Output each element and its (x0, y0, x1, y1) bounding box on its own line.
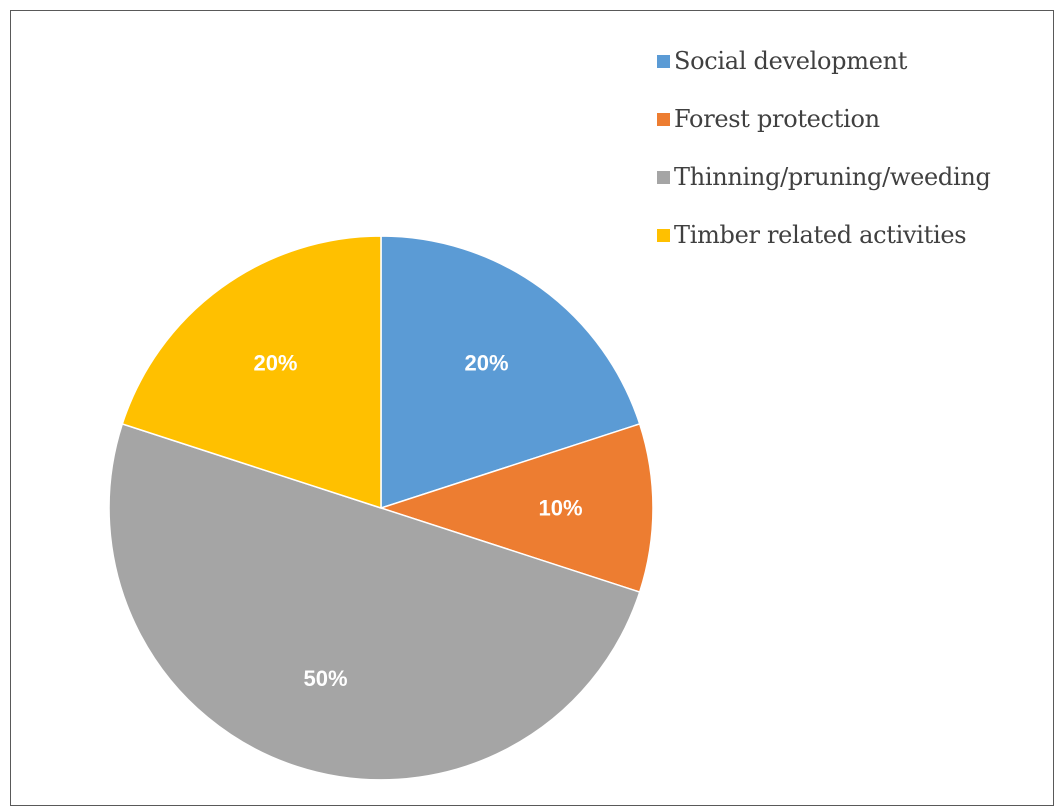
data-label-forest-protection: 10% (538, 496, 582, 521)
legend-swatch-thinning-pruning-weeding (657, 170, 670, 184)
legend-item-thinning-pruning-weeding: Thinning/pruning/weeding (657, 161, 1053, 193)
pie-slice-thinning-pruning-weeding (108, 423, 641, 781)
legend-swatch-timber-related-activities (657, 228, 670, 242)
legend-swatch-social-development (657, 54, 670, 68)
pie-slice-social-development (380, 235, 641, 510)
legend-label-thinning-pruning-weeding: Thinning/pruning/weeding (674, 163, 991, 191)
legend-label-social-development: Social development (674, 47, 908, 75)
legend-item-timber-related-activities: Timber related activities (657, 219, 1053, 251)
data-label-thinning-pruning-weeding: 50% (304, 666, 348, 691)
chart-area: 20% 10% 50% 20% Social development Forest p… (10, 10, 1054, 806)
legend-item-social-development: Social development (657, 45, 1053, 77)
data-label-timber-related-activities: 20% (253, 350, 297, 375)
legend-item-forest-protection: Forest protection (657, 103, 1053, 135)
pie-data-labels: 20% 10% 50% 20% (253, 350, 582, 691)
legend-label-timber-related-activities: Timber related activities (674, 221, 967, 249)
legend: Social development Forest protection Thi… (657, 45, 1053, 277)
pie-chart: 20% 10% 50% 20% (108, 235, 654, 781)
pie-slices (108, 235, 654, 781)
legend-swatch-forest-protection (657, 112, 670, 126)
pie-slice-forest-protection (378, 423, 654, 593)
data-label-social-development: 20% (464, 350, 508, 375)
legend-label-forest-protection: Forest protection (674, 105, 880, 133)
pie-slice-timber-related-activities (121, 235, 382, 510)
